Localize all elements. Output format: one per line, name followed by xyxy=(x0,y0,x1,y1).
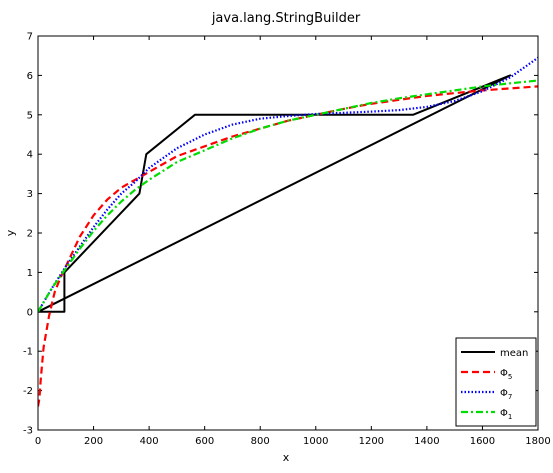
y-tick-label: 3 xyxy=(27,189,33,200)
series-line-1 xyxy=(38,79,538,313)
series-line-7 xyxy=(38,56,538,313)
y-tick-label: 0 xyxy=(27,307,33,318)
y-tick-label: 7 xyxy=(27,32,33,43)
x-tick-label: 200 xyxy=(84,436,103,447)
plot-area xyxy=(37,35,539,431)
chart-title: java.lang.StringBuilder xyxy=(211,11,361,26)
x-tick-label: 400 xyxy=(140,436,159,447)
x-tick-label: 1000 xyxy=(303,436,328,447)
x-tick-label: 0 xyxy=(35,436,41,447)
y-tick-label: -2 xyxy=(23,386,33,397)
x-tick-label: 1400 xyxy=(414,436,439,447)
x-tick-label: 1200 xyxy=(359,436,384,447)
y-tick-label: -1 xyxy=(23,347,33,358)
series-lines xyxy=(38,56,538,407)
y-axis-label: y xyxy=(4,229,17,236)
x-axis-label: x xyxy=(283,451,290,464)
x-tick-label: 800 xyxy=(251,436,270,447)
legend-label: mean xyxy=(500,348,528,359)
x-tick-label: 600 xyxy=(195,436,214,447)
x-tick-label: 1800 xyxy=(525,436,550,447)
y-tick-label: -3 xyxy=(23,426,33,437)
y-tick-label: 1 xyxy=(27,268,33,279)
x-tick-label: 1600 xyxy=(470,436,495,447)
y-tick-label: 5 xyxy=(27,110,33,121)
y-tick-label: 4 xyxy=(27,150,33,161)
series-line-mean xyxy=(38,74,512,313)
series-line-5 xyxy=(38,85,538,407)
y-tick-label: 2 xyxy=(27,229,33,240)
y-tick-label: 6 xyxy=(27,71,33,82)
